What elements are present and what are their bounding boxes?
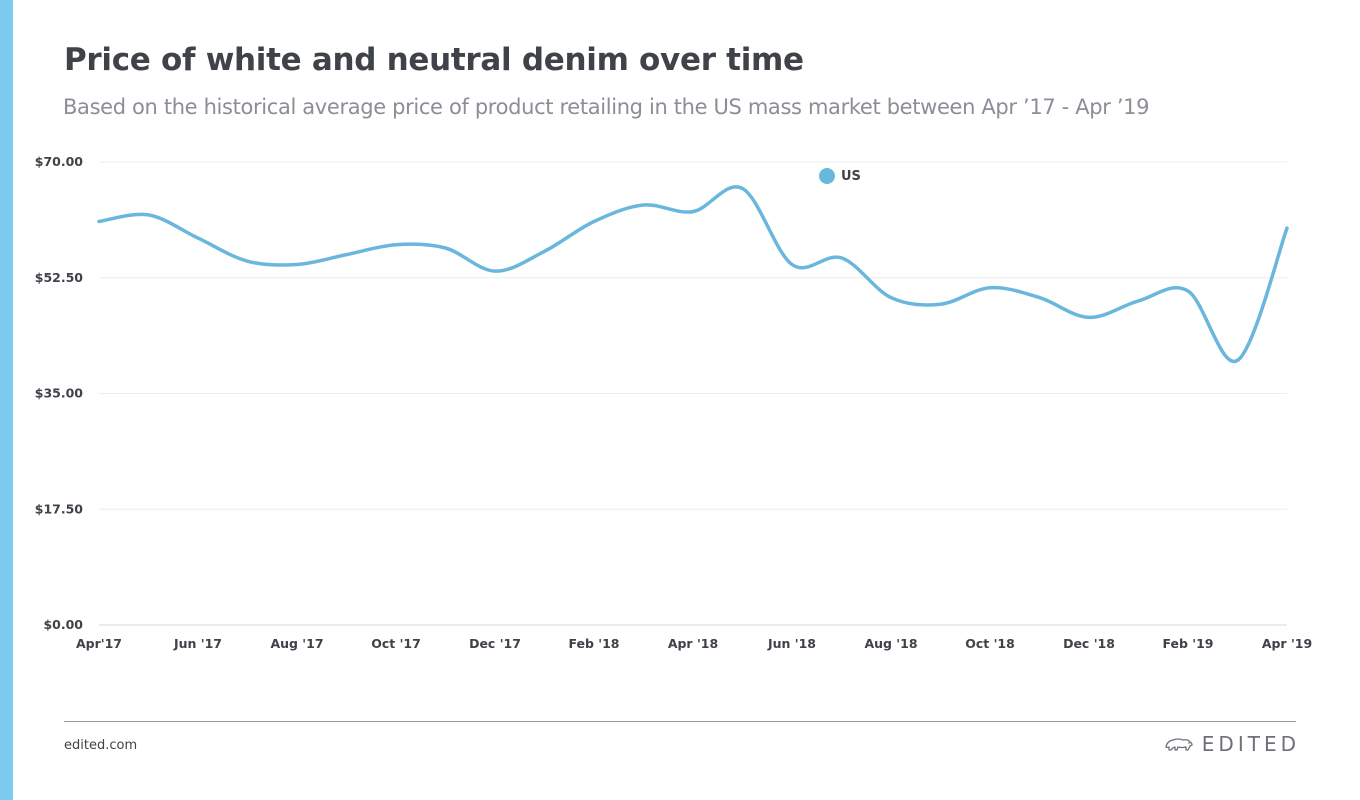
y-axis-ticks: $0.00 $17.50 $35.00 $52.50 $70.00 (35, 154, 84, 632)
x-tick-label: Apr '18 (668, 636, 718, 651)
x-tick-label: Jun '18 (767, 636, 816, 651)
legend-marker (819, 168, 835, 184)
x-tick-label: Aug '18 (864, 636, 917, 651)
x-tick-label: Feb '18 (568, 636, 619, 651)
legend-label: US (841, 169, 861, 184)
series-line-us (97, 185, 1289, 364)
x-tick-label: Dec '18 (1063, 636, 1115, 651)
accent-bar (0, 0, 13, 800)
x-tick-label: Dec '17 (469, 636, 521, 651)
footer-divider (64, 721, 1296, 722)
line-chart: $0.00 $17.50 $35.00 $52.50 $70.00 Apr'17 Jun … (35, 154, 1312, 651)
gridlines (99, 161, 1287, 626)
footer-url[interactable]: edited.com (64, 738, 138, 753)
x-tick-label: Apr '19 (1262, 636, 1312, 651)
brand-name: EDITED (1201, 732, 1300, 756)
x-axis-ticks: Apr'17 Jun '17 Aug '17 Oct '17 Dec '17 Feb '1… (76, 636, 1312, 651)
y-tick-label: $0.00 (43, 617, 83, 632)
chart-title: Price of white and neutral denim over ti… (64, 42, 804, 78)
series-lines (97, 185, 1289, 364)
brand-logo: EDITED (1164, 732, 1296, 756)
y-tick-label: $70.00 (35, 154, 84, 169)
polar-bear-icon (1165, 738, 1193, 751)
x-tick-label: Oct '17 (371, 636, 421, 651)
y-tick-label: $17.50 (35, 501, 84, 516)
legend[interactable]: US (819, 168, 861, 184)
x-tick-label: Oct '18 (965, 636, 1015, 651)
x-tick-label: Feb '19 (1162, 636, 1213, 651)
x-tick-label: Jun '17 (173, 636, 222, 651)
legend-item[interactable]: US (819, 168, 861, 184)
y-tick-label: $52.50 (35, 270, 84, 285)
y-tick-label: $35.00 (35, 386, 84, 401)
x-tick-label: Apr'17 (76, 636, 122, 651)
x-tick-label: Aug '17 (270, 636, 323, 651)
chart-subtitle: Based on the historical average price of… (63, 95, 1150, 119)
